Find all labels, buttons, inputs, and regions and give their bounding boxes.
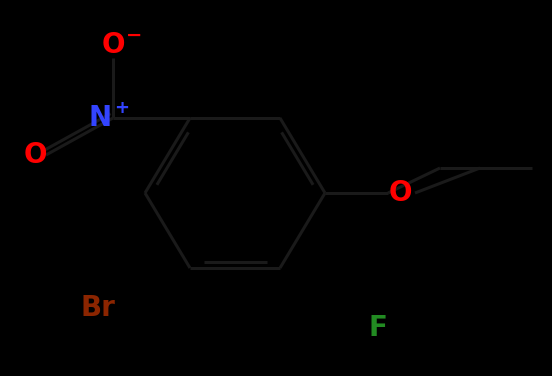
Text: −: − bbox=[126, 26, 142, 44]
Text: F: F bbox=[369, 314, 388, 342]
Text: O: O bbox=[388, 179, 412, 207]
Text: +: + bbox=[114, 99, 130, 117]
Text: N: N bbox=[88, 104, 112, 132]
Text: O: O bbox=[101, 31, 125, 59]
Text: O: O bbox=[23, 141, 47, 169]
Text: Br: Br bbox=[81, 294, 115, 322]
